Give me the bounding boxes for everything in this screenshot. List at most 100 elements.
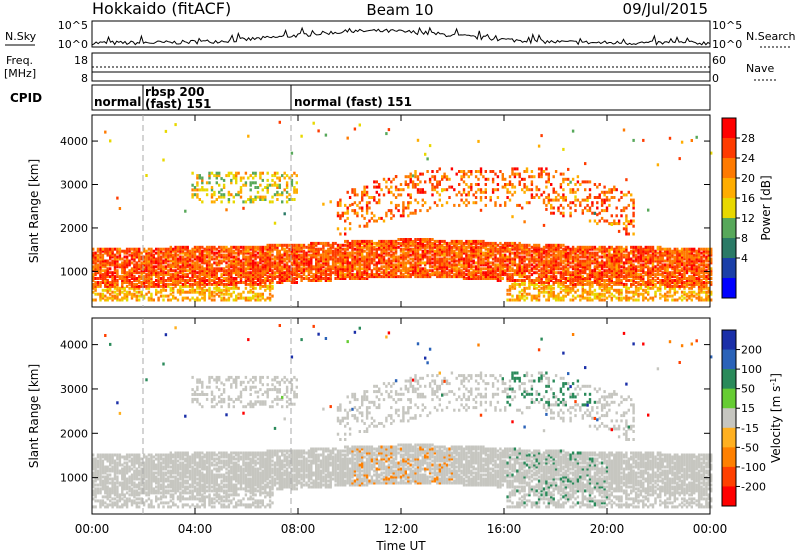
power-cell (106, 282, 109, 286)
power-cell (411, 267, 415, 271)
power-cell (334, 263, 337, 267)
power-cell (380, 271, 383, 275)
power-cell (426, 271, 429, 275)
power-cell (394, 241, 398, 245)
power-cell (101, 292, 105, 296)
power-cell (584, 188, 587, 192)
power-cell (339, 267, 342, 271)
power-cell (106, 286, 109, 290)
power-cell (346, 211, 349, 215)
power-cell (191, 195, 194, 199)
power-cell (533, 294, 536, 298)
power-cell (508, 241, 512, 245)
power-cell (186, 265, 189, 269)
power-cell (361, 206, 364, 210)
power-cell (605, 269, 609, 273)
power-cell (159, 261, 163, 265)
power-cell (152, 267, 155, 271)
power-cell (118, 288, 122, 292)
power-cell (239, 292, 243, 296)
power-cell (227, 292, 231, 296)
power-cell (341, 265, 344, 269)
power-cell (285, 186, 289, 189)
power-cell (307, 253, 311, 257)
power-cell (213, 273, 216, 277)
power-cell (227, 174, 231, 178)
power-cell (428, 259, 432, 263)
power-cell (547, 193, 550, 197)
power-cell (94, 263, 97, 267)
power-cell (465, 239, 468, 243)
power-cell (426, 259, 429, 263)
power-cell (101, 269, 105, 273)
power-cell (336, 261, 340, 265)
power-cell (252, 286, 255, 290)
power-cell (259, 267, 262, 271)
power-cell (222, 178, 226, 182)
power-cell (348, 222, 352, 226)
power-cell (254, 247, 257, 251)
power-cell (365, 201, 369, 205)
power-cell (356, 267, 359, 271)
power-cell (375, 271, 378, 275)
power-cell (188, 290, 192, 294)
power-cell (118, 277, 122, 280)
power-cell (339, 273, 342, 277)
power-cell (203, 292, 206, 296)
power-cell (605, 190, 609, 194)
power-cell (261, 269, 264, 273)
power-cell (605, 219, 609, 223)
power-cell (293, 279, 296, 282)
power-cell (382, 261, 386, 265)
power-cell (375, 247, 378, 251)
power-cell (227, 255, 231, 259)
power-cell (225, 279, 228, 282)
power-cell (92, 286, 95, 290)
power-cell (310, 249, 313, 253)
power-cell (191, 183, 194, 187)
power-cell (431, 269, 434, 273)
power-cell (424, 247, 427, 251)
power-cell (605, 209, 609, 213)
power-cell (479, 167, 483, 171)
power-cell (235, 294, 238, 298)
power-cell (455, 239, 458, 243)
power-cell (266, 267, 269, 271)
power-cell (276, 251, 279, 255)
power-cell (179, 247, 182, 251)
power-cell (138, 255, 141, 259)
power-cell (365, 257, 369, 261)
power-cell (213, 298, 216, 302)
power-cell (458, 183, 461, 186)
power-cell (370, 271, 374, 275)
power-cell (147, 269, 151, 273)
power-cell (513, 190, 517, 194)
power-cell (285, 275, 289, 279)
power-cell (394, 267, 398, 271)
power-cell (436, 249, 439, 253)
power-cell (404, 255, 407, 259)
power-cell (252, 294, 255, 298)
power-cell (128, 247, 131, 251)
power-cell (249, 267, 252, 271)
power-cell (348, 275, 352, 279)
power-cell (419, 269, 422, 273)
power-cell (411, 247, 415, 251)
power-cell (203, 271, 206, 275)
power-cell (605, 282, 609, 286)
power-cell (361, 263, 364, 267)
power-cell (247, 245, 250, 249)
power-cell (598, 245, 601, 249)
power-cell (508, 284, 512, 288)
power-cell (346, 271, 349, 275)
power-cell (193, 271, 197, 275)
power-cell (322, 277, 325, 280)
power-cell (438, 180, 441, 184)
power-cell (339, 275, 342, 279)
power-cell (157, 275, 160, 279)
power-cell (220, 200, 223, 204)
power-cell (322, 257, 325, 261)
power-cell (196, 281, 199, 284)
power-cell (155, 290, 158, 294)
power-cell (436, 265, 439, 269)
